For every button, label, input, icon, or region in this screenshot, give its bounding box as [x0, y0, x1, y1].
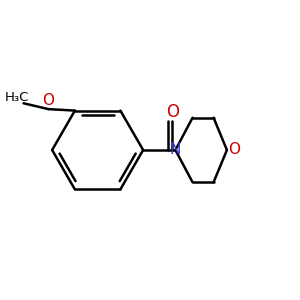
Text: O: O	[43, 93, 55, 108]
Text: O: O	[228, 142, 240, 158]
Text: N: N	[170, 142, 181, 158]
Text: H₃C: H₃C	[5, 91, 29, 104]
Text: O: O	[166, 103, 179, 122]
